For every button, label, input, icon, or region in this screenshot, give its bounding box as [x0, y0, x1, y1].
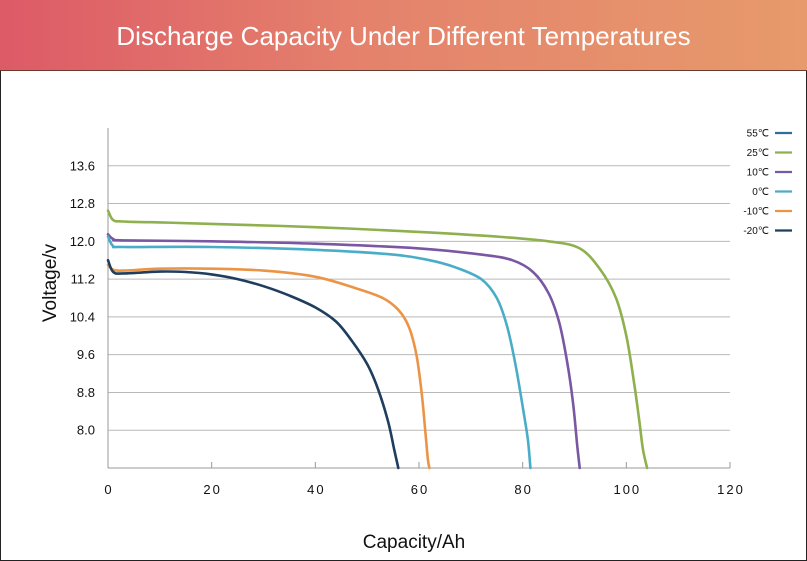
x-axis-title: Capacity/Ah: [363, 532, 465, 553]
x-tick-label: 80: [514, 482, 532, 497]
series-line-10c: [106, 233, 581, 470]
x-tick-label: 120: [717, 482, 745, 497]
legend-label-0c: 0℃: [752, 187, 769, 198]
y-axis-title: Voltage/v: [40, 243, 61, 322]
series-line-25c: [106, 209, 649, 470]
chart-title: Discharge Capacity Under Different Tempe…: [116, 21, 691, 51]
y-tick-label: 13.6: [70, 158, 95, 173]
x-tick-label: 100: [613, 482, 641, 497]
legend-label-10c: 10℃: [747, 168, 769, 179]
x-tick-label: 40: [307, 482, 325, 497]
y-tick-label: 12.8: [70, 196, 95, 211]
series-lines: [106, 209, 649, 470]
legend-label-25c: 25℃: [747, 148, 769, 159]
x-tick-label: 0: [104, 482, 113, 497]
legend: 55℃ 25℃ 10℃ 0℃ -10℃ -20℃: [743, 129, 792, 237]
title-banner: Discharge Capacity Under Different Tempe…: [0, 0, 807, 71]
gridlines: [108, 165, 730, 431]
y-tick-label: 11.2: [71, 272, 95, 287]
x-tick-label: 20: [203, 482, 221, 497]
y-tick-label: 9.6: [77, 347, 95, 362]
legend-label--10c: -10℃: [743, 207, 769, 218]
series-line-0c: [106, 235, 532, 470]
y-tick-label: 10.4: [70, 309, 95, 324]
x-tick-label: 60: [411, 482, 429, 497]
legend-label--20c: -20℃: [743, 226, 769, 237]
y-tick-label: 8.8: [77, 385, 95, 400]
axes: [107, 128, 731, 469]
legend-label-55c: 55℃: [747, 129, 769, 140]
series-line--10c: [106, 263, 431, 470]
tick-labels: 8.0 8.8 9.6 10.4 11.2 12.0 12.8 13.6 0 20 40 60 80 10…: [70, 158, 745, 497]
y-tick-label: 8.0: [77, 423, 95, 438]
y-tick-label: 12.0: [70, 234, 95, 249]
series-line--20c: [106, 258, 400, 470]
